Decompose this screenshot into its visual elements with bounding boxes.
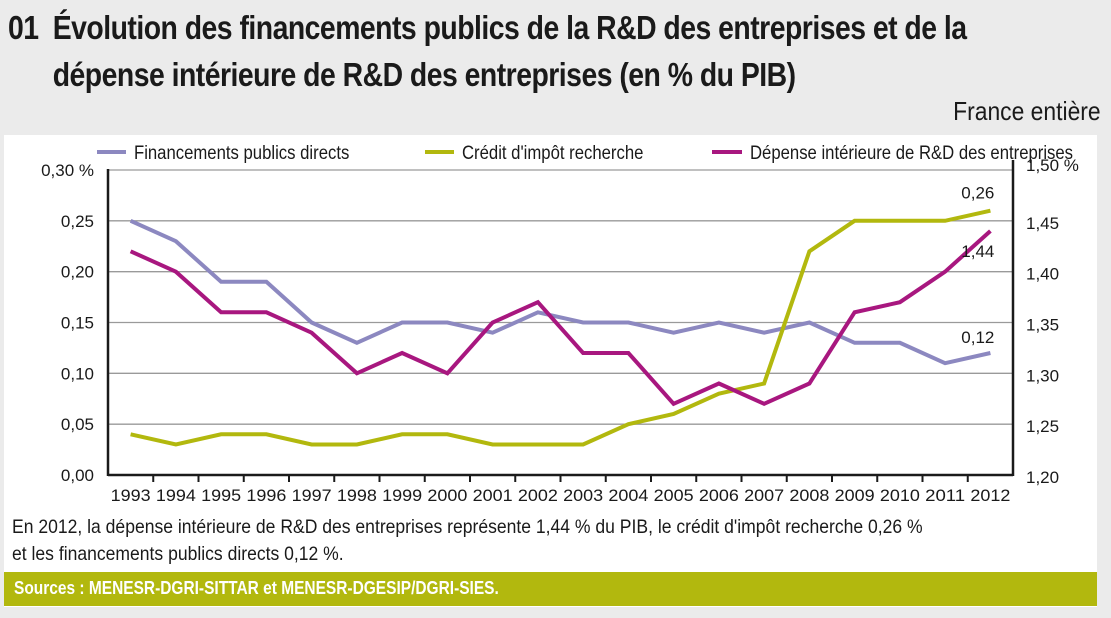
x-tick-label: 2001 [473, 486, 513, 505]
series-lines [129, 208, 992, 447]
series-line-credit [130, 208, 991, 447]
chart-title: 01 Évolution des financements publics de … [8, 4, 1092, 98]
y-axis-right-labels: 1,20 1,25 1,30 1,35 1,40 1,45 1,50 % [1026, 156, 1079, 487]
geographic-scope: France entière [953, 96, 1101, 126]
x-tick-label: 2002 [518, 486, 558, 505]
y-left-tick-label: 0,00 [61, 466, 94, 485]
x-axis-ticks [152, 475, 969, 482]
series-line-depense [129, 229, 992, 407]
x-tick-label: 1995 [201, 486, 241, 505]
x-tick-label: 2008 [789, 486, 829, 505]
x-tick-label: 1997 [292, 486, 332, 505]
x-tick-label: 2007 [744, 486, 784, 505]
series-line-financements [129, 218, 991, 366]
x-tick-label: 1996 [246, 486, 286, 505]
y-left-tick-label: 0,15 [61, 314, 94, 333]
legend: Financements publics directs Crédit d'imp… [97, 142, 1073, 163]
y-left-tick-label: 0,30 % [41, 161, 94, 180]
y-right-tick-label: 1,20 [1026, 468, 1059, 487]
x-tick-label: 2004 [608, 486, 648, 505]
y-right-tick-label: 1,40 [1026, 265, 1059, 284]
chart-title-line1: Évolution des financements publics de la… [52, 9, 967, 46]
y-right-tick-label: 1,30 [1026, 366, 1059, 385]
y-right-tick-label: 1,50 % [1026, 156, 1079, 175]
end-label-credit: 0,26 [961, 184, 994, 203]
end-label-depense: 1,44 [961, 242, 994, 261]
x-tick-label: 1998 [337, 486, 377, 505]
x-tick-label: 1993 [111, 486, 151, 505]
sources-bar: Sources : MENESR-DGRI-SITTAR et MENESR-D… [4, 572, 1097, 606]
legend-label-depense: Dépense intérieure de R&D des entreprise… [750, 142, 1073, 163]
caption-line1: En 2012, la dépense intérieure de R&D de… [12, 516, 923, 538]
x-tick-label: 2012 [970, 486, 1010, 505]
caption-line2: et les financements publics directs 0,12… [12, 543, 344, 565]
y-right-tick-label: 1,45 [1026, 214, 1059, 233]
y-left-tick-label: 0,25 [61, 212, 94, 231]
legend-label-financements: Financements publics directs [134, 142, 349, 163]
chart-panel [4, 135, 1097, 607]
x-tick-label: 2010 [880, 486, 920, 505]
y-left-tick-label: 0,10 [61, 364, 94, 383]
x-axis-labels: 1993 1994 1995 1996 1997 1998 1999 2000 2001 2002… [111, 486, 1011, 505]
grid-lines [108, 169, 1013, 425]
sources-text: Sources : MENESR-DGRI-SITTAR et MENESR-D… [14, 578, 499, 598]
x-tick-label: 2003 [563, 486, 603, 505]
chart-caption: En 2012, la dépense intérieure de R&D de… [12, 514, 1092, 568]
chart-title-line2: dépense intérieure de R&D des entreprise… [52, 56, 796, 93]
x-tick-label: 2011 [925, 486, 965, 505]
y-right-tick-label: 1,25 [1026, 417, 1059, 436]
end-labels: 0,12 0,26 1,44 [961, 184, 994, 347]
y-axis-left-labels: 0,00 0,05 0,10 0,15 0,20 0,25 0,30 % [41, 161, 94, 485]
y-left-tick-label: 0,20 [61, 263, 94, 282]
legend-label-credit: Crédit d'impôt recherche [462, 142, 643, 163]
x-tick-label: 2006 [699, 486, 739, 505]
end-label-financements: 0,12 [961, 328, 994, 347]
y-right-tick-label: 1,35 [1026, 316, 1059, 335]
x-tick-label: 2005 [654, 486, 694, 505]
y-left-tick-label: 0,05 [61, 415, 94, 434]
x-tick-label: 1999 [382, 486, 422, 505]
x-tick-label: 2000 [427, 486, 467, 505]
chart-number: 01 [8, 9, 39, 46]
x-tick-label: 1994 [156, 486, 196, 505]
x-tick-label: 2009 [835, 486, 875, 505]
